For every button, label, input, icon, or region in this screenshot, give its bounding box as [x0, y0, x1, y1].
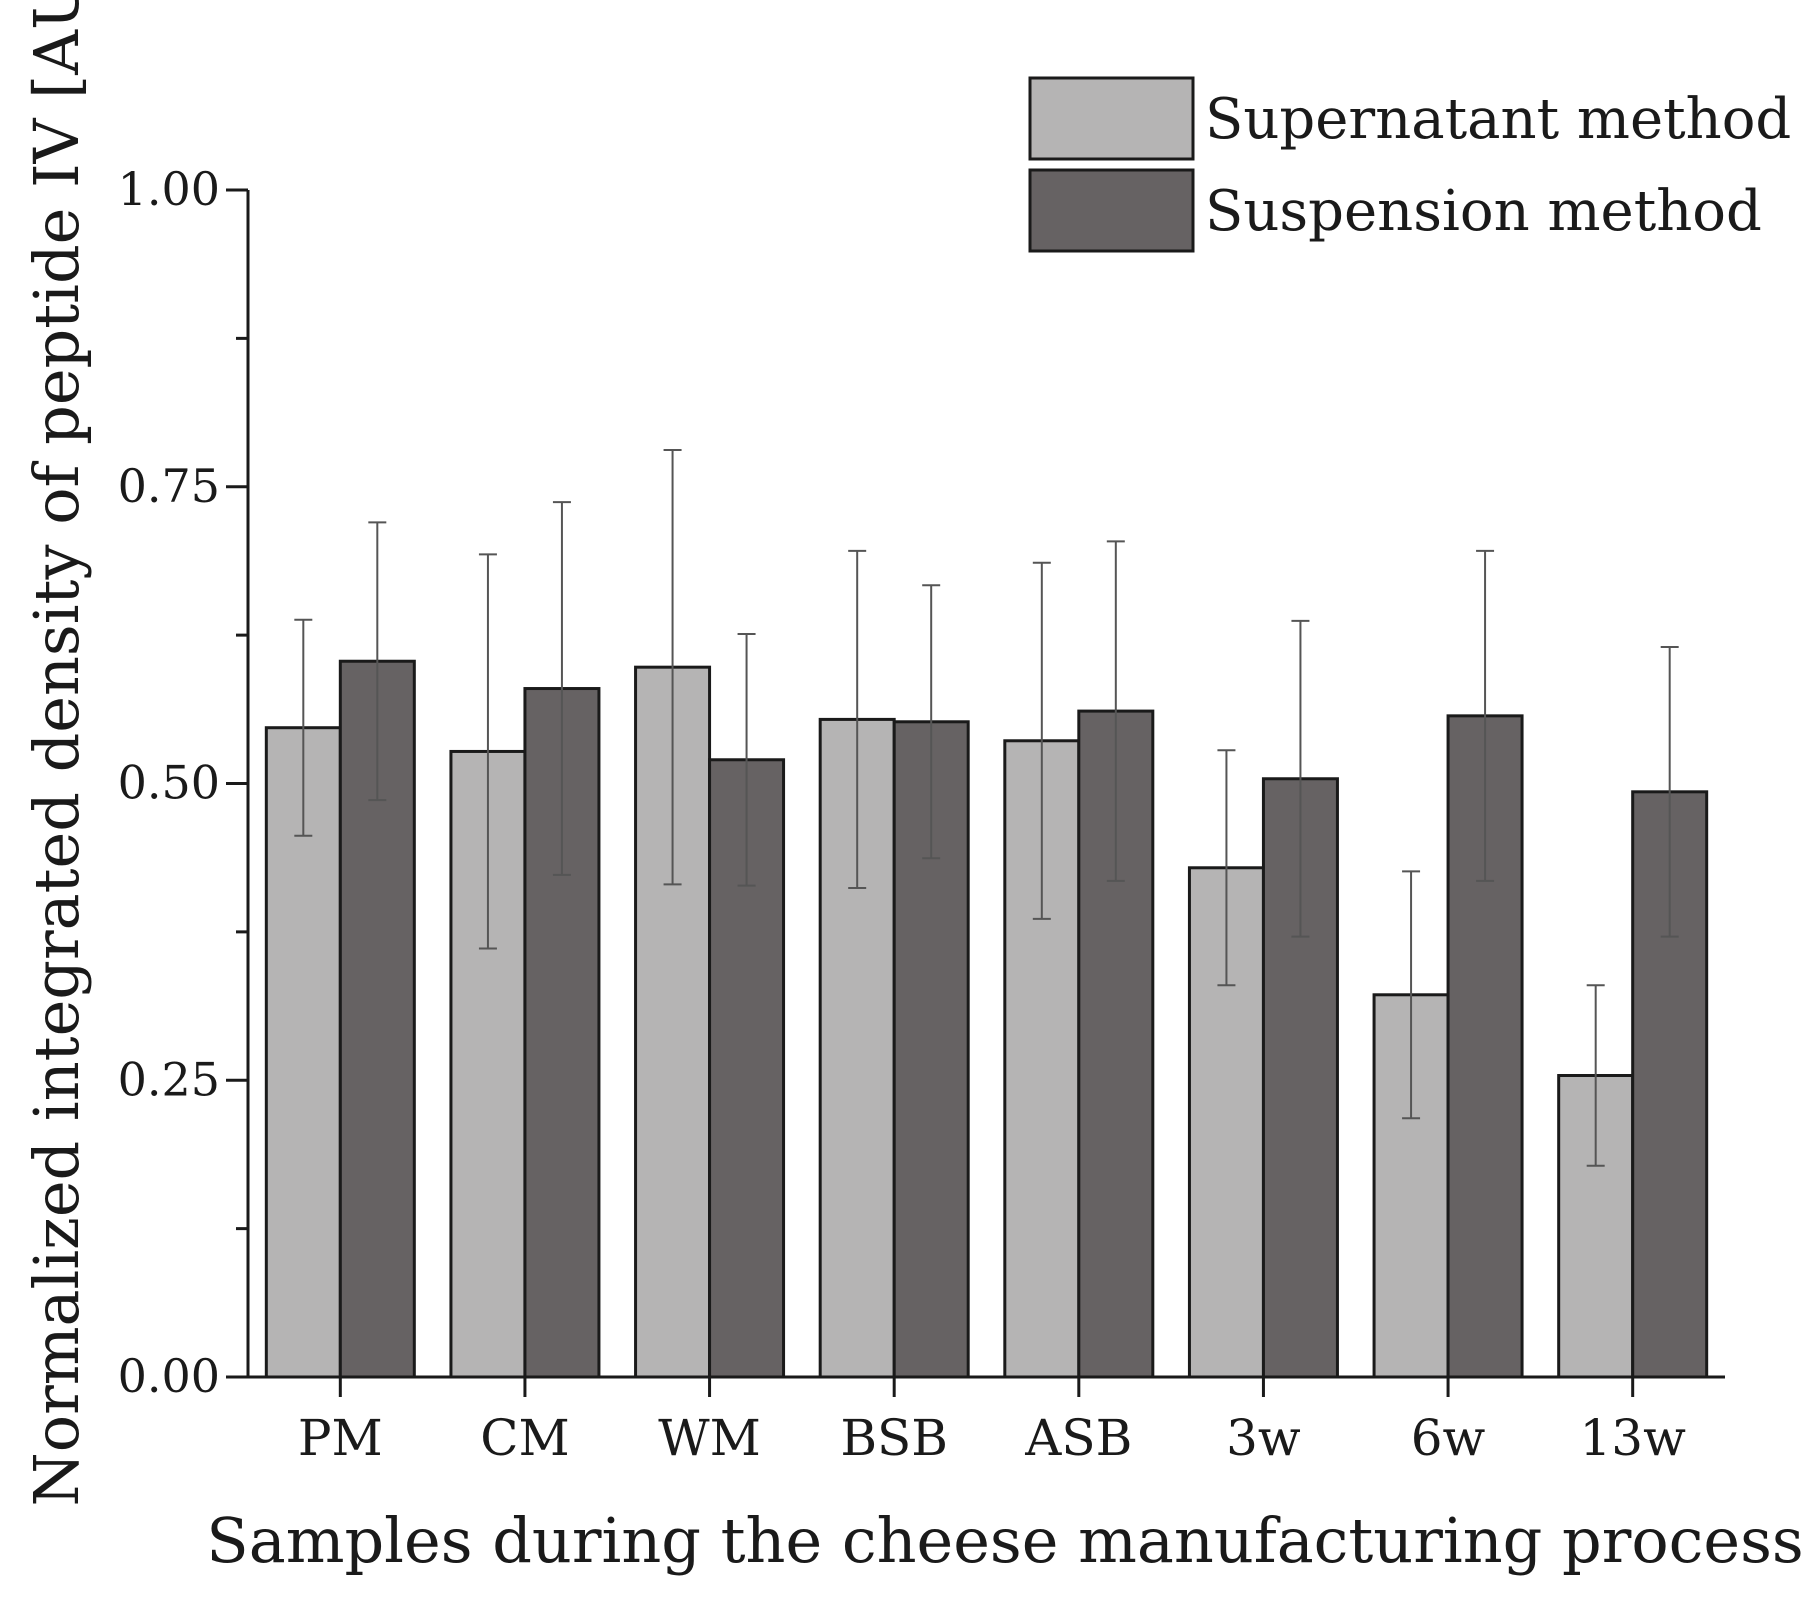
x-axis-title: Samples during the cheese manufacturing …	[206, 1504, 1803, 1577]
x-axis: PM CM WM BSB ASB 3w 6w 13w	[248, 1375, 1725, 1467]
x-tick-label: ASB	[1024, 1409, 1132, 1467]
legend-swatch	[1028, 76, 1195, 161]
y-axis-title: Normalized integrated density of peptide…	[20, 0, 93, 1506]
x-tick-label: PM	[298, 1409, 383, 1467]
legend-swatch	[1028, 168, 1195, 253]
legend-label: Suspension method	[1205, 179, 1762, 244]
y-tick-label: 0.00	[118, 1349, 220, 1403]
x-tick-label: WM	[658, 1409, 761, 1467]
y-axis: 0.00 0.25 0.50 0.75 1.00	[118, 162, 250, 1403]
y-tick-label: 1.00	[118, 162, 220, 216]
x-tick-label: BSB	[840, 1409, 948, 1467]
legend: Supernatant method Suspension method	[1028, 76, 1791, 253]
x-tick-label: 6w	[1411, 1409, 1486, 1467]
y-tick-label: 0.25	[118, 1052, 220, 1106]
y-tick-label: 0.75	[118, 459, 220, 513]
x-tick-label: 13w	[1579, 1409, 1686, 1467]
x-tick-label: 3w	[1226, 1409, 1301, 1467]
legend-label: Supernatant method	[1205, 87, 1791, 152]
y-tick-label: 0.50	[118, 756, 220, 810]
x-tick-label: CM	[480, 1409, 569, 1467]
bars	[264, 448, 1709, 1379]
